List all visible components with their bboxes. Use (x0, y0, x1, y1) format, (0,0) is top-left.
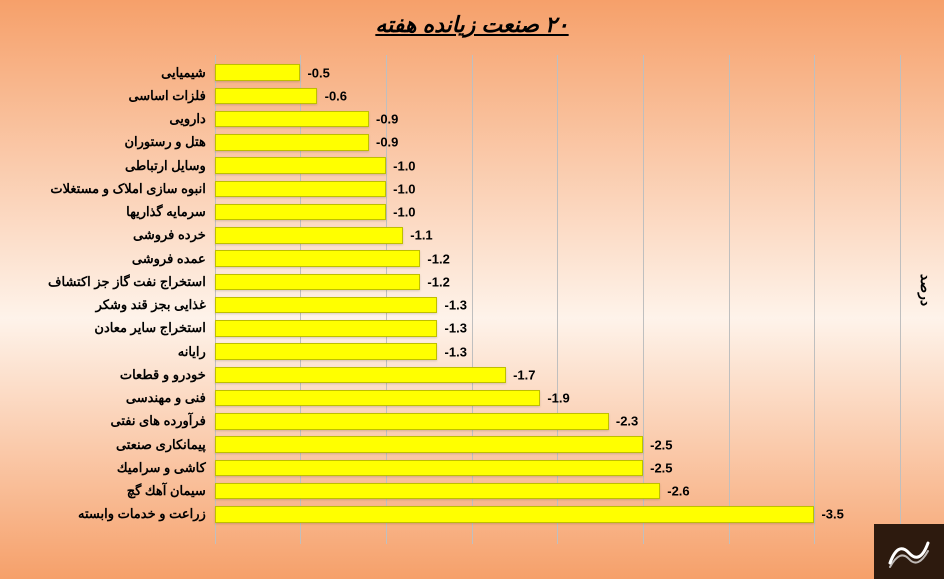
value-label: -1.1 (410, 228, 432, 243)
bar-row: سیمان آهك گچ -2.6 (10, 480, 900, 503)
value-label: -2.5 (650, 460, 672, 475)
category-label: زراعت و خدمات وابسته (78, 506, 206, 522)
bar (215, 367, 506, 383)
category-label: شیمیایی (161, 65, 206, 81)
value-label: -0.9 (376, 112, 398, 127)
category-label: پیمانکاری صنعتی (116, 437, 206, 453)
category-label: سیمان آهك گچ (127, 483, 206, 499)
category-label: استخراج نفت گاز جز اکتشاف (48, 274, 206, 290)
bar (215, 390, 541, 406)
bar (215, 134, 369, 150)
bar (215, 204, 386, 220)
value-label: -0.6 (325, 88, 347, 103)
plot-area: شیمیایی-0.5فلزات اساسی-0.6دارویی-0.9هتل … (0, 55, 900, 554)
bar-row: استخراج نفت گاز جز اکتشاف -1.2 (10, 270, 900, 293)
bar (215, 320, 438, 336)
bar-row: زراعت و خدمات وابسته -3.5 (10, 503, 900, 526)
category-label: خودرو و قطعات (120, 367, 206, 383)
bar (215, 506, 815, 522)
value-label: -1.2 (427, 274, 449, 289)
category-label: فلزات اساسی (128, 88, 205, 104)
value-label: -1.9 (547, 391, 569, 406)
category-label: فرآورده های نفتی (110, 413, 205, 429)
bar (215, 274, 421, 290)
bar (215, 181, 386, 197)
category-label: سرمایه گذاریها (126, 204, 206, 220)
category-label: وسایل ارتباطی (125, 158, 206, 174)
bar (215, 297, 438, 313)
bar (215, 227, 403, 243)
value-label: -1.7 (513, 367, 535, 382)
bar (215, 88, 318, 104)
category-label: دارویی (169, 111, 205, 127)
value-label: -1.3 (445, 344, 467, 359)
bar (215, 111, 369, 127)
logo-icon (886, 533, 932, 571)
bar-row: انبوه سازی املاک و مستغلات -1.0 (10, 177, 900, 200)
bar-row: رایانه -1.3 (10, 340, 900, 363)
category-label: استخراج سایر معادن (94, 320, 205, 336)
value-label: -1.3 (445, 321, 467, 336)
chart-title: ۲۰ صنعت زیانده هفته (0, 12, 944, 38)
bar (215, 436, 643, 452)
value-label: -1.0 (393, 205, 415, 220)
value-label: -1.0 (393, 158, 415, 173)
bar (215, 64, 301, 80)
bars-container: شیمیایی-0.5فلزات اساسی-0.6دارویی-0.9هتل … (10, 61, 900, 526)
category-label: خرده فروشی (133, 227, 206, 243)
logo-badge (874, 524, 944, 579)
bar (215, 157, 386, 173)
bar-row: فلزات اساسی -0.6 (10, 84, 900, 107)
bar-row: سرمایه گذاریها -1.0 (10, 201, 900, 224)
bar-row: فرآورده های نفتی -2.3 (10, 410, 900, 433)
bar-row: پیمانکاری صنعتی -2.5 (10, 433, 900, 456)
y-axis-label: درصد (918, 273, 934, 305)
category-label: انبوه سازی املاک و مستغلات (50, 181, 205, 197)
bar-row: فنی و مهندسی -1.9 (10, 387, 900, 410)
bar-row: خودرو و قطعات -1.7 (10, 363, 900, 386)
chart-canvas: ۲۰ صنعت زیانده هفته درصد شیمیایی -0.5 فلزا… (0, 0, 944, 579)
bar (215, 343, 438, 359)
bar-row: کاشی و سرامیك -2.5 (10, 456, 900, 479)
bar (215, 483, 660, 499)
bar-row: شیمیایی -0.5 (10, 61, 900, 84)
value-label: -0.9 (376, 135, 398, 150)
bar-row: غذایی بجز قند وشکر -1.3 (10, 294, 900, 317)
bar-row: عمده فروشی -1.2 (10, 247, 900, 270)
bar (215, 460, 643, 476)
bar-row: وسایل ارتباطی -1.0 (10, 154, 900, 177)
bar-row: دارویی -0.9 (10, 108, 900, 131)
value-label: -1.3 (445, 298, 467, 313)
bar-row: خرده فروشی -1.1 (10, 224, 900, 247)
bar-row: هتل و رستوران -0.9 (10, 131, 900, 154)
category-label: غذایی بجز قند وشکر (96, 297, 206, 313)
category-label: رایانه (178, 344, 206, 360)
category-label: هتل و رستوران (124, 134, 205, 150)
value-label: -0.5 (307, 65, 329, 80)
bar (215, 413, 609, 429)
value-label: -2.5 (650, 437, 672, 452)
grid-area: شیمیایی-0.5فلزات اساسی-0.6دارویی-0.9هتل … (10, 55, 900, 544)
category-label: عمده فروشی (132, 251, 206, 267)
category-label: فنی و مهندسی (126, 390, 206, 406)
bar-row: استخراج سایر معادن -1.3 (10, 317, 900, 340)
bar (215, 250, 421, 266)
category-label: کاشی و سرامیك (117, 460, 206, 476)
value-label: -2.6 (667, 484, 689, 499)
grid-line (900, 55, 901, 544)
value-label: -1.0 (393, 181, 415, 196)
value-label: -3.5 (821, 507, 843, 522)
value-label: -1.2 (427, 251, 449, 266)
value-label: -2.3 (616, 414, 638, 429)
